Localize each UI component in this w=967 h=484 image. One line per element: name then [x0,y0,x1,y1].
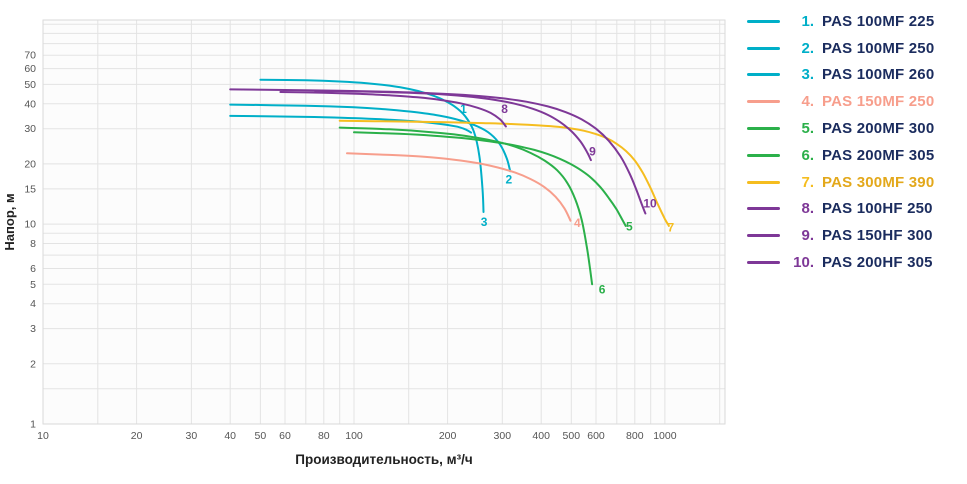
legend-item: 8. PAS 100HF 250 [747,196,962,223]
y-tick-label: 6 [30,263,36,275]
x-tick-label: 50 [255,430,267,442]
legend-item-label: PAS 100MF 225 [822,12,935,30]
curve-8 [279,91,507,128]
legend-item-label: PAS 200HF 305 [822,254,933,272]
curve-number-label: 8 [501,102,508,116]
y-tick-label: 10 [24,219,36,231]
curve-number-label: 2 [506,172,513,186]
legend-item: 10. PAS 200HF 305 [747,249,962,276]
x-tick-label: 600 [587,430,605,442]
x-axis-title: Производительность, м³/ч [295,452,472,467]
y-tick-label: 60 [24,63,36,75]
curve-2 [229,103,512,173]
x-tick-label: 500 [563,430,581,442]
legend-color-line-icon [747,234,780,238]
x-tick-label: 200 [439,430,457,442]
curve-number-label: 1 [460,102,467,116]
legend-item-label: PAS 100MF 260 [822,66,935,84]
legend-item-number: 1. [801,12,814,30]
legend-color-line-icon [747,153,780,157]
curve-number-label: 6 [599,282,606,296]
y-tick-label: 5 [30,279,36,291]
x-tick-label: 1000 [653,430,677,442]
x-tick-label: 400 [532,430,550,442]
curve-6 [338,126,594,286]
y-tick-label: 8 [30,238,36,250]
legend-item: 9. PAS 150HF 300 [747,222,962,249]
legend-item-number: 5. [801,120,814,138]
x-tick-label: 40 [224,430,236,442]
x-tick-label: 10 [37,430,49,442]
y-tick-label: 15 [24,183,36,195]
legend-item-label: PAS 150MF 250 [822,93,935,111]
curve-7 [338,119,670,227]
legend-color-line-icon [747,46,780,50]
x-tick-label: 60 [279,430,291,442]
x-tick-label: 100 [345,430,363,442]
y-tick-label: 70 [24,50,36,62]
curve-number-label: 9 [589,145,596,159]
legend-item: 5. PAS 200MF 300 [747,115,962,142]
legend-item-number: 4. [801,93,814,111]
legend-color-line-icon [747,261,780,265]
y-tick-label: 3 [30,323,36,335]
legend-item-number: 9. [801,227,814,245]
legend-item: 1. PAS 100MF 225 [747,8,962,35]
legend-color-line-icon [747,19,780,23]
legend-color-line-icon [747,73,780,77]
legend-item-label: PAS 100MF 250 [822,39,935,57]
curve-4 [346,152,572,222]
pump-curves-chart: 1 2 3 4 5 6 7 8 9 10 10 20 30 40 50 60 80 100 200 300 400 500… [2,19,726,467]
legend-item: 3. PAS 100MF 260 [747,62,962,89]
y-tick-label: 40 [24,98,36,110]
legend-item-label: PAS 200MF 305 [822,146,935,164]
legend-item-number: 7. [801,173,814,191]
legend-color-line-icon [747,180,780,184]
legend-item-label: PAS 300MF 390 [822,173,935,191]
legend-item-number: 6. [801,146,814,164]
legend-item-label: PAS 150HF 300 [822,227,933,245]
y-axis-title: Напор, м [2,193,17,250]
x-tick-label: 80 [318,430,330,442]
legend-color-line-icon [747,100,780,104]
chart-area: 1 2 3 4 5 6 7 8 9 10 10 20 30 40 50 60 80 100 200 300 400 500… [2,19,726,467]
y-tick-label: 4 [30,298,36,310]
curve-number-label: 3 [481,215,488,229]
legend-item: 2. PAS 100MF 250 [747,35,962,62]
curve-number-label: 10 [643,197,657,211]
legend-color-line-icon [747,207,780,211]
legend-item-label: PAS 200MF 300 [822,120,935,138]
y-tick-label: 2 [30,358,36,370]
legend-item-number: 8. [801,200,814,218]
legend-item-number: 10. [793,254,814,272]
legend-item-number: 2. [801,39,814,57]
x-tick-label: 30 [186,430,198,442]
y-tick-label: 50 [24,79,36,91]
x-tick-label: 300 [494,430,512,442]
curve-10 [229,88,647,215]
y-tick-label: 20 [24,158,36,170]
legend: 1. PAS 100MF 225 2. PAS 100MF 250 3. PAS… [747,8,962,276]
y-tick-label: 1 [30,419,36,431]
y-tick-label: 30 [24,123,36,135]
x-tick-label: 800 [626,430,644,442]
legend-item-number: 3. [801,66,814,84]
legend-color-line-icon [747,127,780,131]
curve-3 [259,78,485,213]
curve-number-label: 4 [574,216,581,230]
legend-item: 7. PAS 300MF 390 [747,169,962,196]
curve-number-label: 7 [668,220,675,234]
x-tick-label: 20 [131,430,143,442]
curve-number-label: 5 [626,219,633,233]
legend-item-label: PAS 100HF 250 [822,200,933,218]
legend-item: 4. PAS 150MF 250 [747,88,962,115]
legend-item: 6. PAS 200MF 305 [747,142,962,169]
curve-5 [353,131,627,227]
